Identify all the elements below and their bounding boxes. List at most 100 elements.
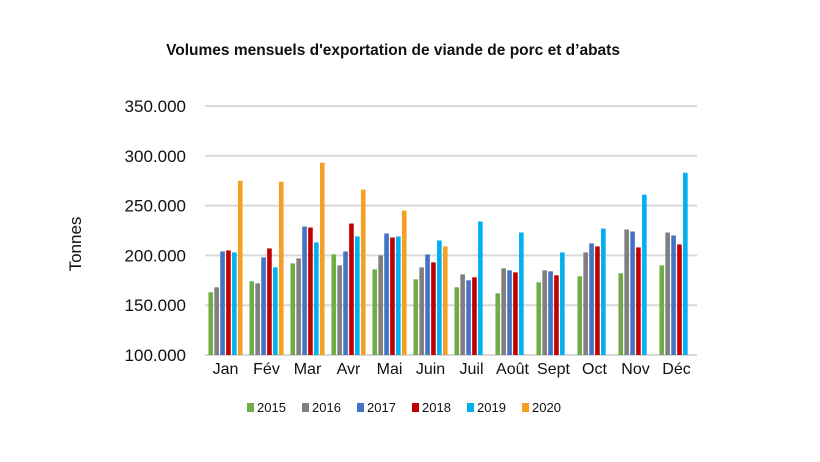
y-tick-label: 250.000 [125, 197, 186, 216]
bar-2018-Sept [554, 275, 559, 355]
bar-2019-Déc [683, 172, 688, 355]
chart-title: Volumes mensuels d'exportation de viande… [166, 42, 620, 59]
bar-2019-Oct [601, 228, 606, 355]
bar-2015-Jan [208, 292, 214, 355]
legend-label: 2020 [532, 400, 561, 415]
x-tick-label: Mai [377, 361, 403, 378]
legend-swatch-2020 [522, 403, 529, 412]
bar-2017-Avr [343, 251, 348, 355]
bar-2015-Juin [413, 279, 419, 355]
bar-2015-Août [495, 293, 501, 355]
legend-swatch-2016 [302, 403, 309, 412]
x-tick-label: Mar [294, 361, 322, 378]
y-tick-label: 100.000 [125, 346, 186, 365]
y-tick-label: 150.000 [125, 296, 186, 315]
bar-2016-Nov [624, 229, 629, 355]
bar-2017-Sept [548, 271, 553, 355]
legend-swatch-2017 [357, 403, 364, 412]
bar-2020-Mar [319, 162, 325, 355]
legend-label: 2018 [422, 400, 451, 415]
y-tick-label: 200.000 [125, 246, 186, 265]
bar-2016-Déc [665, 232, 670, 355]
bar-2016-Juil [460, 274, 465, 355]
bar-2016-Sept [542, 270, 547, 355]
bar-2016-Mar [296, 258, 301, 355]
x-tick-label: Juil [459, 361, 483, 378]
bar-2019-Mar [314, 242, 319, 355]
x-tick-label: Avr [337, 361, 361, 378]
bar-2015-Fév [249, 281, 255, 355]
bar-2019-Sept [560, 252, 565, 355]
bar-2015-Avr [331, 254, 337, 355]
y-tick-label: 350.000 [125, 97, 186, 116]
bar-2016-Oct [583, 252, 588, 355]
bar-2018-Jan [226, 250, 231, 355]
bar-2018-Déc [677, 244, 682, 355]
bar-2018-Août [513, 272, 518, 355]
legend-label: 2019 [477, 400, 506, 415]
bar-2017-Août [507, 270, 512, 355]
bar-2015-Mar [290, 263, 296, 355]
bar-2017-Jan [220, 251, 225, 355]
bar-2018-Juil [472, 277, 477, 355]
legend-label: 2015 [257, 400, 286, 415]
bar-2020-Jan [237, 180, 243, 355]
bar-2016-Juin [419, 267, 424, 355]
bar-2016-Fév [255, 283, 260, 355]
bar-2015-Sept [536, 282, 542, 355]
grid-lines [205, 105, 697, 356]
bar-2020-Mai [401, 210, 407, 355]
bar-2017-Juin [425, 254, 430, 355]
bar-2019-Fév [273, 267, 278, 355]
bar-2018-Juin [431, 262, 436, 355]
bar-2017-Mai [384, 233, 389, 355]
bar-2017-Oct [589, 243, 594, 355]
bar-2020-Fév [278, 181, 284, 355]
bar-2019-Avr [355, 236, 360, 355]
x-tick-label: Jan [213, 361, 239, 378]
y-tick-labels: 100.000 150.000 200.000 250.000 300.000 350.0… [125, 97, 186, 365]
x-tick-labels: Jan Fév Mar Avr Mai Juin Juil Août Sept Oct Nov Déc [213, 361, 691, 378]
x-tick-label: Nov [621, 361, 649, 378]
bar-2015-Mai [372, 269, 378, 355]
legend: 2015 2016 2017 2018 2019 2020 [247, 400, 561, 415]
x-tick-label: Fév [253, 361, 280, 378]
bar-2016-Août [501, 268, 506, 355]
x-tick-label: Oct [582, 361, 607, 378]
bar-2018-Oct [595, 246, 600, 355]
x-tick-label: Juin [416, 361, 445, 378]
bar-2018-Mar [308, 227, 313, 355]
bar-2019-Jan [232, 252, 237, 355]
y-tick-label: 300.000 [125, 147, 186, 166]
legend-label: 2017 [367, 400, 396, 415]
bar-2019-Août [519, 232, 524, 355]
bar-2017-Fév [261, 257, 266, 355]
y-axis-label: Tonnes [66, 217, 85, 272]
bar-2017-Juil [466, 280, 471, 355]
legend-swatch-2015 [247, 403, 254, 412]
bar-2017-Nov [630, 231, 635, 355]
bar-2018-Mai [390, 237, 395, 355]
bar-2016-Jan [214, 287, 219, 355]
bars [208, 162, 688, 355]
bar-2015-Oct [577, 276, 583, 355]
legend-swatch-2019 [467, 403, 474, 412]
bar-2019-Juin [437, 240, 442, 355]
bar-2020-Avr [360, 189, 366, 355]
bar-2017-Mar [302, 226, 307, 355]
bar-2019-Juil [478, 221, 483, 355]
bar-2017-Déc [671, 235, 676, 355]
bar-2019-Mai [396, 236, 401, 355]
bar-2015-Nov [618, 273, 624, 355]
bar-2020-Juin [442, 246, 448, 355]
bar-2019-Nov [642, 194, 647, 355]
x-tick-label: Déc [662, 361, 690, 378]
bar-2018-Avr [349, 223, 354, 355]
bar-2016-Avr [337, 265, 342, 355]
legend-label: 2016 [312, 400, 341, 415]
x-tick-label: Août [496, 361, 529, 378]
legend-swatch-2018 [412, 403, 419, 412]
bar-2015-Juil [454, 287, 460, 355]
x-tick-label: Sept [537, 361, 570, 378]
